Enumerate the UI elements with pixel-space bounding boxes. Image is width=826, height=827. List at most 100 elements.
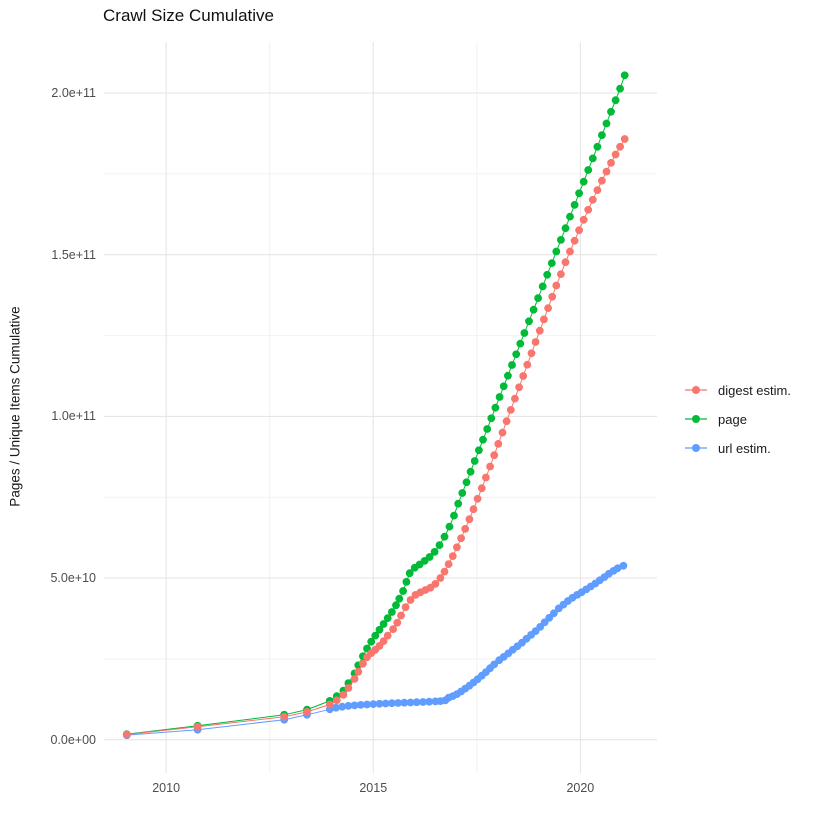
data-point-page	[405, 569, 414, 578]
data-point-digest-estim	[584, 205, 593, 214]
legend-label: url estim.	[718, 440, 771, 456]
data-point-digest-estim	[598, 176, 606, 185]
data-point-digest-estim	[280, 712, 289, 721]
data-point-digest-estim	[502, 417, 511, 426]
data-point-page	[425, 553, 434, 561]
y-tick-label: 5.0e+10	[50, 571, 96, 586]
data-point-url-estim	[356, 701, 365, 709]
data-point-url-estim	[619, 561, 628, 570]
data-point-page	[547, 259, 556, 267]
data-point-page	[479, 435, 487, 444]
legend-key-icon	[685, 415, 707, 423]
data-point-digest-estim	[490, 451, 499, 460]
data-point-digest-estim	[448, 552, 457, 560]
data-point-digest-estim	[535, 326, 544, 335]
data-point-page	[607, 107, 615, 116]
data-point-page	[499, 382, 508, 391]
data-point-url-estim	[400, 698, 409, 707]
data-point-digest-estim	[515, 383, 523, 392]
data-point-url-estim	[344, 702, 353, 710]
data-point-page	[516, 339, 525, 348]
data-point-digest-estim	[588, 195, 597, 204]
data-point-page	[475, 446, 483, 455]
data-point-page	[579, 177, 588, 186]
data-point-digest-estim	[616, 142, 624, 151]
legend-item: digest estim.	[683, 379, 791, 401]
legend-label: page	[718, 411, 747, 427]
legend-label: digest estim.	[718, 382, 791, 398]
data-point-digest-estim	[440, 567, 449, 576]
data-point-digest-estim	[482, 473, 490, 482]
data-point-digest-estim	[552, 281, 561, 290]
data-point-page	[383, 614, 392, 622]
data-point-digest-estim	[557, 270, 565, 278]
data-point-url-estim	[369, 700, 378, 708]
data-point-digest-estim	[332, 696, 341, 705]
data-point-digest-estim	[436, 574, 445, 582]
data-point-digest-estim	[561, 258, 570, 267]
data-point-digest-estim	[544, 304, 552, 312]
data-point-digest-estim	[383, 631, 392, 640]
data-point-digest-estim	[122, 730, 131, 739]
data-point-digest-estim	[540, 315, 548, 324]
data-point-digest-estim	[444, 560, 453, 568]
data-point-digest-estim	[519, 372, 528, 380]
data-point-page	[430, 548, 439, 556]
data-point-digest-estim	[401, 603, 410, 611]
data-point-digest-estim	[339, 690, 348, 699]
legend-item: url estim.	[683, 437, 791, 459]
data-point-page	[575, 189, 583, 198]
data-point-digest-estim	[359, 659, 367, 668]
series-digest-estim	[122, 135, 629, 739]
data-point-page	[440, 532, 449, 541]
data-point-page	[620, 71, 629, 80]
data-point-page	[534, 294, 542, 302]
data-point-page	[561, 224, 570, 233]
data-point-digest-estim	[473, 494, 482, 503]
data-point-page	[375, 625, 384, 634]
x-tick-label: 2020	[566, 781, 595, 795]
data-point-digest-estim	[406, 596, 415, 604]
legend-key-icon	[685, 444, 707, 452]
data-point-page	[504, 371, 512, 380]
data-point-page	[512, 350, 521, 359]
data-point-page	[371, 631, 380, 640]
data-point-page	[538, 282, 547, 291]
data-point-digest-estim	[469, 505, 478, 514]
data-point-url-estim	[350, 701, 359, 710]
legend-item: page	[683, 408, 791, 430]
data-point-url-estim	[394, 699, 402, 707]
data-point-page	[483, 425, 492, 433]
data-point-digest-estim	[548, 292, 557, 301]
series-page	[122, 71, 629, 739]
data-point-digest-estim	[344, 684, 353, 692]
data-point-page	[529, 305, 538, 314]
data-point-digest-estim	[389, 625, 397, 633]
data-point-page	[508, 361, 516, 369]
data-point-digest-estim	[566, 247, 574, 256]
data-point-page	[367, 637, 376, 646]
data-point-digest-estim	[465, 515, 474, 524]
data-point-digest-estim	[477, 484, 486, 493]
data-point-digest-estim	[431, 580, 440, 588]
data-point-digest-estim	[354, 667, 363, 676]
data-point-page	[392, 601, 400, 610]
data-point-digest-estim	[193, 722, 202, 731]
data-point-url-estim	[363, 700, 371, 709]
data-point-url-estim	[381, 699, 390, 708]
data-point-digest-estim	[461, 525, 470, 533]
x-tick-label: 2010	[152, 781, 181, 795]
data-point-url-estim	[388, 699, 396, 708]
data-point-page	[454, 499, 463, 508]
data-point-digest-estim	[453, 543, 461, 552]
data-point-page	[602, 119, 611, 128]
data-point-page	[388, 608, 396, 616]
data-point-page	[487, 414, 496, 423]
data-point-digest-estim	[523, 360, 532, 369]
x-tick-label: 2015	[359, 781, 388, 795]
data-point-page	[399, 587, 407, 595]
data-point-page	[616, 84, 624, 93]
data-point-url-estim	[550, 609, 558, 618]
data-point-digest-estim	[325, 700, 334, 709]
